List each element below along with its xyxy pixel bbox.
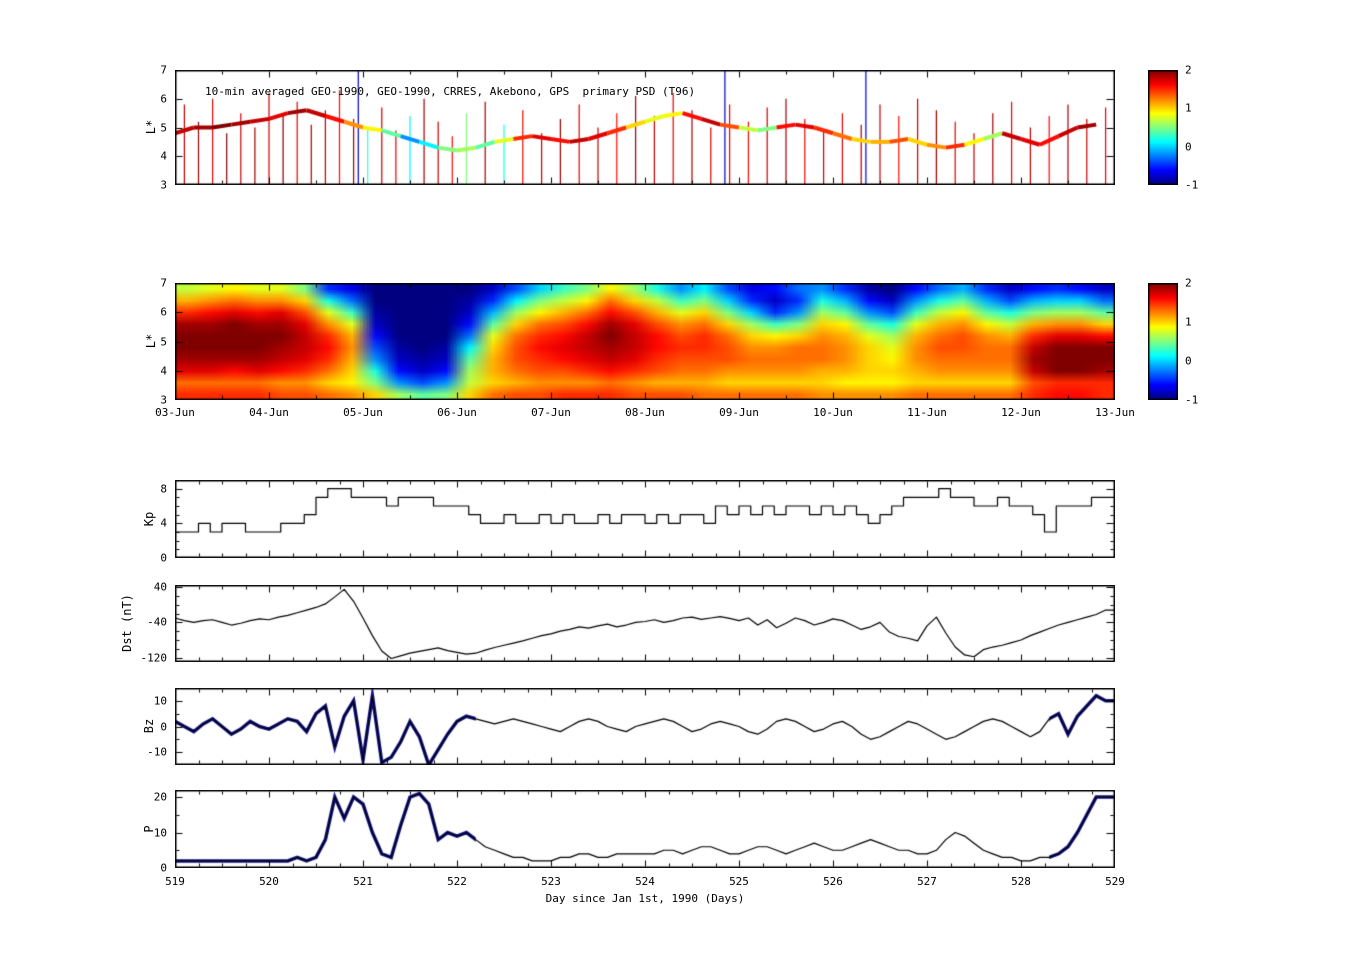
x-tick-label-day: 525 [729,875,749,888]
x-tick-label-date: 12-Jun [1001,406,1041,419]
ylabel-lstar-heatmap: L* [144,333,158,349]
y-tick-label: 20 [153,790,167,804]
ylabel-lstar-scatter: L* [144,119,158,135]
plot-title: 10-min averaged GEO-1990, GEO-1990, CRRE… [205,85,696,98]
x-tick-label-day: 520 [259,875,279,888]
y-tick-label: 4 [160,149,167,163]
x-tick-label-date: 04-Jun [249,406,289,419]
x-tick-label-day: 523 [541,875,561,888]
y-tick-label: 0 [160,861,167,875]
y-tick-label: 3 [160,393,167,407]
psd-scatter-panel [175,70,1115,185]
colorbar-tick-label: -1 [1185,178,1199,192]
y-tick-label: -10 [147,745,167,759]
colorbar-tick-label: 2 [1185,276,1192,290]
y-tick-label: 5 [160,335,167,348]
colorbar-tick-label: 0 [1185,354,1192,368]
x-tick-label-date: 05-Jun [343,406,383,419]
dst-panel [175,585,1115,662]
y-tick-label: 10 [153,826,167,840]
x-tick-label-date: 10-Jun [813,406,853,419]
x-tick-label-day: 521 [353,875,373,888]
ylabel-dst: Dst (nT) [120,594,134,652]
x-tick-label-day: 527 [917,875,937,888]
ylabel-kp: Kp [142,511,156,527]
y-tick-label: 0 [160,720,167,733]
x-tick-label-date: 03-Jun [155,406,195,419]
y-tick-label: 4 [160,516,167,530]
colorbar-tick-label: 1 [1185,101,1192,115]
colorbar-tick-label: 0 [1185,140,1192,154]
x-tick-label-day: 524 [635,875,655,888]
psd-heatmap-panel [175,283,1115,400]
y-tick-label: 4 [160,364,167,378]
x-tick-label-date: 06-Jun [437,406,477,419]
colorbar-tick-label: 2 [1185,63,1192,77]
xlabel: Day since Jan 1st, 1990 (Days) [545,892,745,905]
psd-scatter-colorbar [1148,70,1178,185]
y-tick-label: 6 [160,92,167,106]
x-tick-label-date: 09-Jun [719,406,759,419]
x-tick-label-date: 11-Jun [907,406,947,419]
x-tick-label-date: 07-Jun [531,406,571,419]
y-tick-label: 8 [160,482,167,496]
y-tick-label: -40 [147,615,167,629]
p-panel [175,790,1115,868]
x-tick-label-day: 526 [823,875,843,888]
ylabel-bz: Bz [142,718,156,734]
kp-panel [175,480,1115,558]
x-tick-label-date: 13-Jun [1095,406,1135,419]
bz-panel [175,688,1115,765]
psd-heatmap-colorbar [1148,283,1178,400]
y-tick-label: 6 [160,305,167,319]
y-tick-label: -120 [140,651,168,665]
y-tick-label: 5 [160,121,167,134]
colorbar-tick-label: 1 [1185,315,1192,329]
x-tick-label-day: 522 [447,875,467,888]
y-tick-label: 40 [153,580,167,594]
y-tick-label: 0 [160,551,167,565]
y-tick-label: 7 [160,63,167,77]
y-tick-label: 10 [153,694,167,708]
x-tick-label-day: 528 [1011,875,1031,888]
x-tick-label-date: 08-Jun [625,406,665,419]
y-tick-label: 7 [160,276,167,290]
x-tick-label-day: 519 [165,875,185,888]
colorbar-tick-label: -1 [1185,393,1199,407]
x-tick-label-day: 529 [1105,875,1125,888]
y-tick-label: 3 [160,178,167,192]
